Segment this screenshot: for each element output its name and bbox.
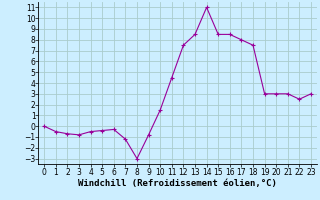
- X-axis label: Windchill (Refroidissement éolien,°C): Windchill (Refroidissement éolien,°C): [78, 179, 277, 188]
